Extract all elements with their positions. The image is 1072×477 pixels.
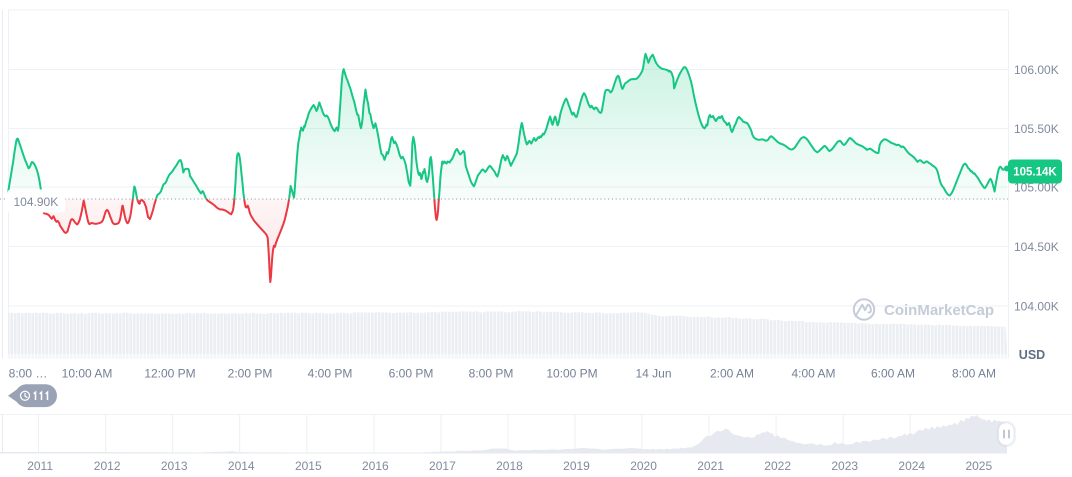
svg-text:8:00 …: 8:00 … (9, 367, 48, 381)
svg-text:2:00 PM: 2:00 PM (228, 367, 273, 381)
svg-text:2015: 2015 (295, 459, 322, 473)
svg-text:4:00 PM: 4:00 PM (308, 367, 353, 381)
svg-text:14 Jun: 14 Jun (635, 367, 671, 381)
svg-text:104.00K: 104.00K (1014, 299, 1059, 313)
svg-text:2016: 2016 (362, 459, 389, 473)
svg-text:104.90K: 104.90K (14, 195, 59, 209)
svg-text:105.00K: 105.00K (1014, 180, 1059, 194)
svg-text:USD: USD (1019, 348, 1045, 362)
svg-text:10:00 PM: 10:00 PM (546, 367, 597, 381)
svg-text:8:00 PM: 8:00 PM (469, 367, 514, 381)
svg-text:2013: 2013 (161, 459, 188, 473)
svg-text:2014: 2014 (228, 459, 255, 473)
svg-text:106.00K: 106.00K (1014, 63, 1059, 77)
svg-text:8:00 AM: 8:00 AM (952, 367, 996, 381)
svg-text:2019: 2019 (563, 459, 590, 473)
svg-text:2024: 2024 (898, 459, 925, 473)
svg-text:2020: 2020 (630, 459, 657, 473)
svg-text:10:00 AM: 10:00 AM (62, 367, 113, 381)
svg-text:6:00 AM: 6:00 AM (871, 367, 915, 381)
svg-text:4:00 AM: 4:00 AM (791, 367, 835, 381)
svg-text:2017: 2017 (429, 459, 456, 473)
svg-text:2018: 2018 (496, 459, 523, 473)
svg-text:2:00 AM: 2:00 AM (710, 367, 754, 381)
svg-text:104.50K: 104.50K (1014, 240, 1059, 254)
svg-text:105.14K: 105.14K (1013, 167, 1057, 179)
svg-text:2021: 2021 (697, 459, 724, 473)
svg-text:2023: 2023 (831, 459, 858, 473)
svg-text:2025: 2025 (965, 459, 992, 473)
svg-text:12:00 PM: 12:00 PM (144, 367, 195, 381)
svg-text:CoinMarketCap: CoinMarketCap (884, 302, 994, 319)
svg-text:2011: 2011 (27, 459, 53, 473)
svg-text:2012: 2012 (94, 459, 121, 473)
svg-text:6:00 PM: 6:00 PM (389, 367, 434, 381)
svg-text:105.50K: 105.50K (1014, 122, 1059, 136)
svg-text:2022: 2022 (764, 459, 791, 473)
